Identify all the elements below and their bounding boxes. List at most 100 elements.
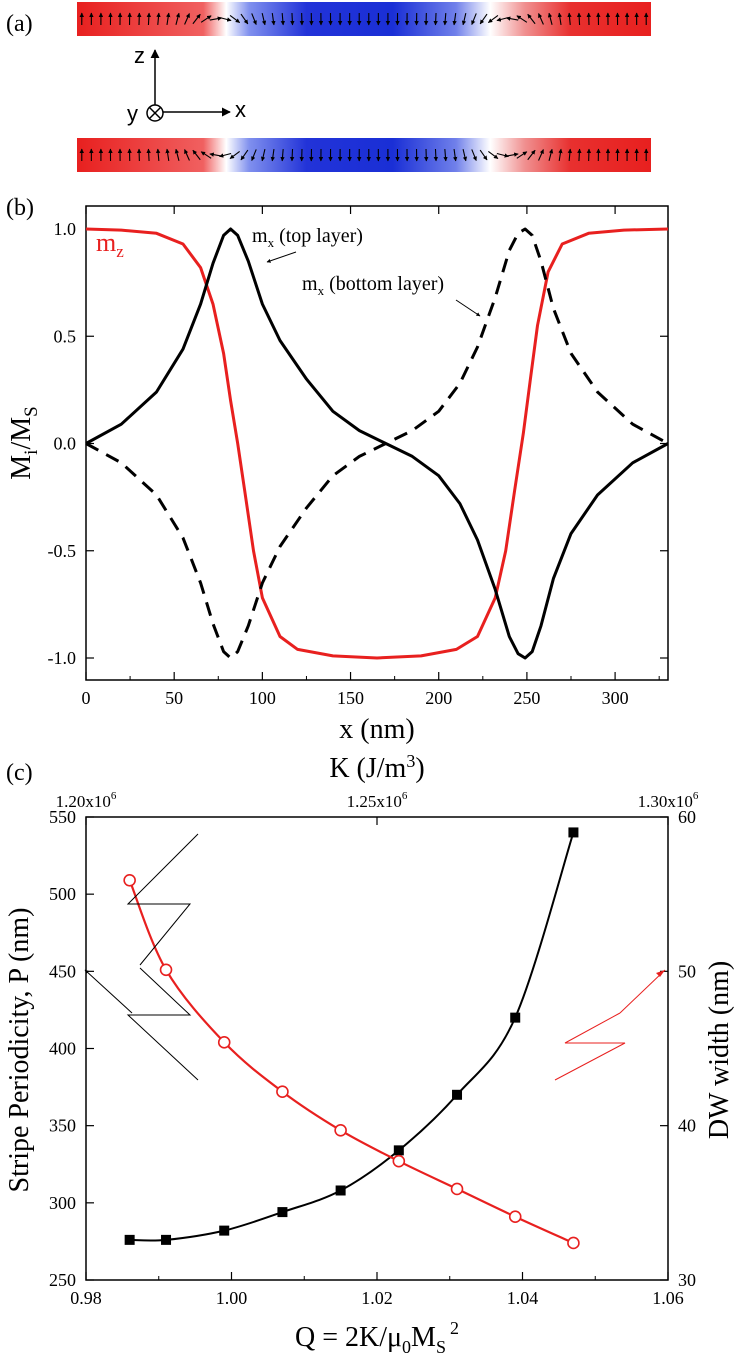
magnetization-arrow <box>516 151 528 159</box>
dw-axis-indicator <box>554 1012 626 1081</box>
b-x-tick-label: 150 <box>337 688 364 708</box>
magnetization-arrow <box>452 148 458 162</box>
c-top-tick-label: 1.25x106 <box>347 790 408 811</box>
magnetization-arrow <box>166 12 171 26</box>
magnetization-arrow <box>462 149 468 162</box>
c-series-line-left <box>129 832 575 1242</box>
c-series-line-right <box>128 879 574 1245</box>
magnetization-arrow <box>219 152 232 158</box>
bottom-layer-stripe <box>77 138 651 172</box>
magnetization-arrow <box>209 16 223 21</box>
mx-bottom-label: mx (bottom layer) <box>302 273 444 298</box>
dw-width-data-point <box>567 1236 580 1250</box>
c-y-right-tick-label: 50 <box>678 961 696 981</box>
magnetization-arrow <box>548 148 554 161</box>
c-x-tick-label: 1.00 <box>216 1288 248 1308</box>
b-y-tick-label: -0.5 <box>48 541 77 561</box>
panel-c-top-axis-label: K (J/m3) <box>329 751 424 784</box>
panel-c-label: (c) <box>6 760 33 786</box>
c-x-tick-label: 1.04 <box>507 1288 539 1308</box>
magnetization-arrow <box>270 148 276 162</box>
c-y-left-tick-label: 450 <box>49 961 76 981</box>
magnetization-arrow <box>558 148 563 162</box>
c-top-tick-label: 1.20x106 <box>56 790 117 811</box>
b-y-tick-label: 0.5 <box>54 326 77 346</box>
magnetization-arrow <box>547 12 553 25</box>
magnetization-arrow <box>527 149 536 161</box>
b-series-mx-bottom-layer- <box>85 227 669 660</box>
c-y-left-tick-label: 300 <box>49 1193 76 1213</box>
mz-label: mz <box>96 228 124 261</box>
b-x-tick-label: 50 <box>165 688 183 708</box>
magnetization-arrow <box>200 151 212 159</box>
dw-width-data-point <box>508 1210 522 1224</box>
magnetization-arrow <box>200 15 212 23</box>
magnetization-arrow <box>527 13 536 25</box>
magnetization-arrow <box>538 13 544 25</box>
z-axis-label: z <box>134 43 145 68</box>
magnetization-arrow <box>271 12 276 26</box>
period-data-point <box>335 1185 346 1196</box>
panel-b-curves <box>85 227 669 660</box>
magnetization-arrow <box>165 148 170 162</box>
magnetization-arrow <box>280 12 286 26</box>
period-data-point <box>452 1089 463 1100</box>
magnetization-arrow <box>506 152 519 157</box>
mx-top-pointer <box>266 251 297 263</box>
dw-width-data-point <box>217 1036 231 1049</box>
magnetization-arrow <box>192 149 201 161</box>
dw-width-data-point <box>334 1123 347 1137</box>
c-y-left-tick-label: 400 <box>49 1039 76 1059</box>
magnetization-arrow <box>155 148 161 162</box>
magnetization-arrow <box>577 148 582 162</box>
panel-b-ticks: 0 50 100 150 200 250 300 1.0 0.5 0.0 -0.5 -1.0 <box>48 206 668 708</box>
dw-width-data-point <box>392 1154 406 1168</box>
period-data-point <box>124 1234 135 1245</box>
b-series-mz <box>85 227 669 660</box>
c-y-left-tick-label: 500 <box>49 884 76 904</box>
c-x-tick-label: 1.06 <box>652 1288 684 1308</box>
top-layer-arrows <box>79 12 649 26</box>
panel-c: (c) K (J/m3) 0.98 1.00 1.02 1.04 1.06 1.20x10… <box>4 751 735 1357</box>
b-y-tick-label: 1.0 <box>54 219 77 239</box>
panel-c-plot-frame <box>85 816 669 1281</box>
c-y-left-tick-label: 350 <box>49 1116 76 1136</box>
magnetization-arrow <box>479 13 488 25</box>
magnetization-arrow <box>174 148 180 161</box>
panel-b-x-axis-label: x (nm) <box>339 714 414 745</box>
panel-c-left-axis-label: Stripe Periodicity, P (nm) <box>4 908 35 1193</box>
c-y-left-tick-label: 250 <box>49 1270 76 1290</box>
right-axis-arrow <box>619 969 666 1014</box>
magnetization-arrow <box>229 150 240 160</box>
magnetization-arrow <box>240 149 249 161</box>
magnetization-arrow <box>240 13 249 25</box>
panel-c-ticks: 0.98 1.00 1.02 1.04 1.06 1.20x106 1.25x106 1.30… <box>49 790 699 1308</box>
period-data-point <box>219 1225 230 1236</box>
c-x-tick-label: 1.02 <box>361 1288 393 1308</box>
magnetization-arrow <box>488 150 499 160</box>
panel-c-curves <box>123 827 580 1250</box>
panel-b: (b) 0 50 100 150 200 250 3001.00.50.0-0.5-1.0 … <box>6 195 669 745</box>
panel-c-right-axis-label: DW width (nm) <box>704 961 735 1139</box>
b-y-tick-label: -1.0 <box>48 648 77 668</box>
period-data-point <box>393 1145 404 1156</box>
b-x-tick-label: 300 <box>602 688 629 708</box>
c-x-tick-label: 0.98 <box>70 1288 102 1308</box>
magnetization-arrow <box>433 12 438 26</box>
magnetization-arrow <box>146 148 151 162</box>
magnetization-arrow <box>516 15 528 23</box>
magnetization-arrow <box>443 148 448 162</box>
c-y-right-tick-label: 40 <box>678 1116 696 1136</box>
mx-top-label: mx (top layer) <box>252 225 363 250</box>
magnetization-arrow <box>433 148 439 162</box>
period-data-point <box>161 1234 172 1245</box>
magnetization-arrow <box>461 13 467 26</box>
b-x-tick-label: 200 <box>425 688 452 708</box>
magnetization-arrow <box>175 12 181 25</box>
magnetization-arrow <box>538 149 544 161</box>
magnetization-arrow <box>146 12 152 26</box>
magnetization-arrow <box>471 13 477 25</box>
b-x-tick-label: 250 <box>513 688 540 708</box>
coordinate-axes: z x y <box>127 43 246 126</box>
